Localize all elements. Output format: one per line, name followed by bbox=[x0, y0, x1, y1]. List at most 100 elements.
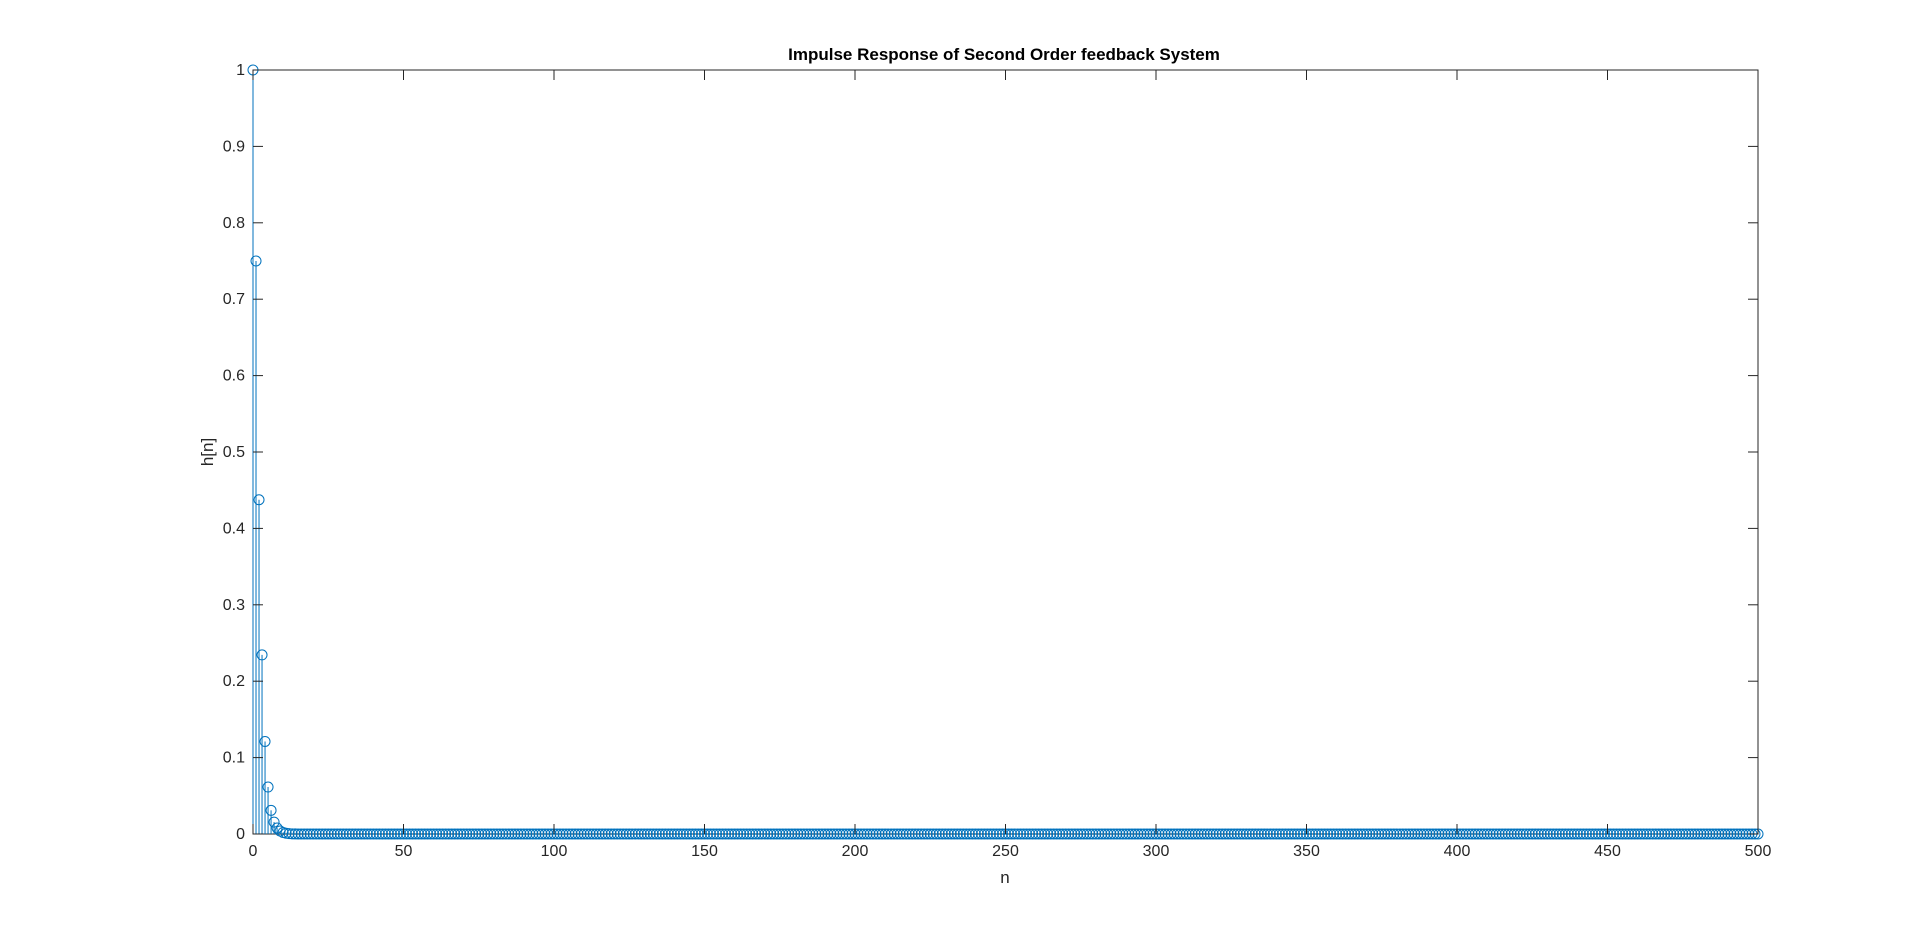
stem-marker bbox=[843, 828, 855, 840]
stem-marker bbox=[1141, 828, 1153, 840]
stem-marker bbox=[1611, 828, 1623, 840]
stem-marker bbox=[1057, 828, 1069, 840]
x-tick-label: 500 bbox=[1745, 843, 1772, 860]
stem-marker bbox=[689, 828, 701, 840]
x-tick-label: 350 bbox=[1293, 843, 1320, 860]
stem-marker bbox=[1147, 828, 1159, 840]
stem-marker bbox=[939, 828, 951, 840]
stem-marker bbox=[1598, 828, 1610, 840]
stem-marker bbox=[1541, 828, 1553, 840]
stem-marker bbox=[370, 828, 382, 840]
stem-marker bbox=[431, 828, 443, 840]
stem-marker bbox=[1466, 828, 1478, 840]
stem-marker bbox=[894, 828, 906, 840]
stem-marker bbox=[1683, 828, 1695, 840]
stem-marker bbox=[870, 828, 882, 840]
stem-marker bbox=[1087, 828, 1099, 840]
stem-marker bbox=[1246, 828, 1258, 840]
stem-marker bbox=[1511, 828, 1523, 840]
stem-marker bbox=[1680, 828, 1692, 840]
stem-series bbox=[247, 64, 1764, 840]
stem-marker bbox=[1144, 828, 1156, 840]
stem-marker bbox=[861, 828, 873, 840]
stem-marker bbox=[1499, 828, 1511, 840]
stem-marker bbox=[1291, 828, 1303, 840]
stem-marker bbox=[422, 828, 434, 840]
stem-marker bbox=[1165, 828, 1177, 840]
stem-marker bbox=[364, 828, 376, 840]
stem-marker bbox=[328, 828, 340, 840]
stem-marker bbox=[816, 828, 828, 840]
stem-marker bbox=[882, 828, 894, 840]
stem-marker bbox=[708, 828, 720, 840]
stem-marker bbox=[1737, 828, 1749, 840]
stem-marker bbox=[1686, 828, 1698, 840]
stem-marker bbox=[1204, 828, 1216, 840]
stem-marker bbox=[1361, 828, 1373, 840]
stem-marker bbox=[313, 828, 325, 840]
stem-marker bbox=[382, 828, 394, 840]
stem-marker bbox=[1343, 828, 1355, 840]
stem-marker bbox=[927, 828, 939, 840]
x-tick-label: 50 bbox=[395, 843, 413, 860]
stem-marker bbox=[1568, 828, 1580, 840]
stem-marker bbox=[1273, 828, 1285, 840]
stem-marker bbox=[1325, 828, 1337, 840]
stem-marker bbox=[1334, 828, 1346, 840]
stem-marker bbox=[1060, 828, 1072, 840]
stem-marker bbox=[825, 828, 837, 840]
stem-marker bbox=[391, 828, 403, 840]
stem-marker bbox=[1373, 828, 1385, 840]
stem-marker bbox=[852, 828, 864, 840]
y-tick-label: 1 bbox=[236, 62, 245, 79]
stem-marker bbox=[822, 828, 834, 840]
stem-marker bbox=[1105, 828, 1117, 840]
stem-marker bbox=[1454, 828, 1466, 840]
stem-marker bbox=[542, 828, 554, 840]
stem-marker bbox=[1276, 828, 1288, 840]
stem-marker bbox=[1707, 828, 1719, 840]
stem-marker bbox=[723, 828, 735, 840]
y-axis: 0 0.1 0.2 0.3 0.4 0.5 0.6 0.7 0.8 0.9 1 bbox=[223, 62, 1758, 843]
stem-marker bbox=[1039, 828, 1051, 840]
stem-marker bbox=[1009, 828, 1021, 840]
stem-marker bbox=[560, 828, 572, 840]
stem-marker bbox=[331, 828, 343, 840]
stem-marker bbox=[1024, 828, 1036, 840]
stem-marker bbox=[1529, 828, 1541, 840]
stem-marker bbox=[1201, 828, 1213, 840]
stem-marker bbox=[1192, 828, 1204, 840]
stem-marker bbox=[566, 828, 578, 840]
stem-marker bbox=[1496, 828, 1508, 840]
stem-marker bbox=[1063, 828, 1075, 840]
stem-marker bbox=[286, 828, 298, 840]
stem-marker bbox=[464, 828, 476, 840]
stem-marker bbox=[1364, 828, 1376, 840]
stem-marker bbox=[1614, 828, 1626, 840]
stem-marker bbox=[581, 828, 593, 840]
stem-marker bbox=[337, 828, 349, 840]
stem-marker bbox=[993, 828, 1005, 840]
stem-marker bbox=[732, 828, 744, 840]
stem-marker bbox=[1445, 828, 1457, 840]
stem-marker bbox=[1409, 828, 1421, 840]
stem-marker bbox=[963, 828, 975, 840]
stem-marker bbox=[1478, 828, 1490, 840]
stem-marker bbox=[951, 828, 963, 840]
stem-marker bbox=[1502, 828, 1514, 840]
stem-marker bbox=[1027, 828, 1039, 840]
stem-marker bbox=[497, 828, 509, 840]
stem-marker bbox=[500, 828, 512, 840]
stem-marker bbox=[780, 828, 792, 840]
stem-marker bbox=[1580, 828, 1592, 840]
x-axis: 0 50 100 150 200 250 300 350 400 450 500 bbox=[249, 70, 1772, 860]
stem-marker bbox=[1635, 828, 1647, 840]
stem-marker bbox=[1084, 828, 1096, 840]
stem-marker bbox=[1538, 828, 1550, 840]
stem-marker bbox=[355, 828, 367, 840]
stem-marker bbox=[461, 828, 473, 840]
x-tick-label: 150 bbox=[691, 843, 718, 860]
stem-marker bbox=[617, 828, 629, 840]
stem-marker bbox=[1382, 828, 1394, 840]
